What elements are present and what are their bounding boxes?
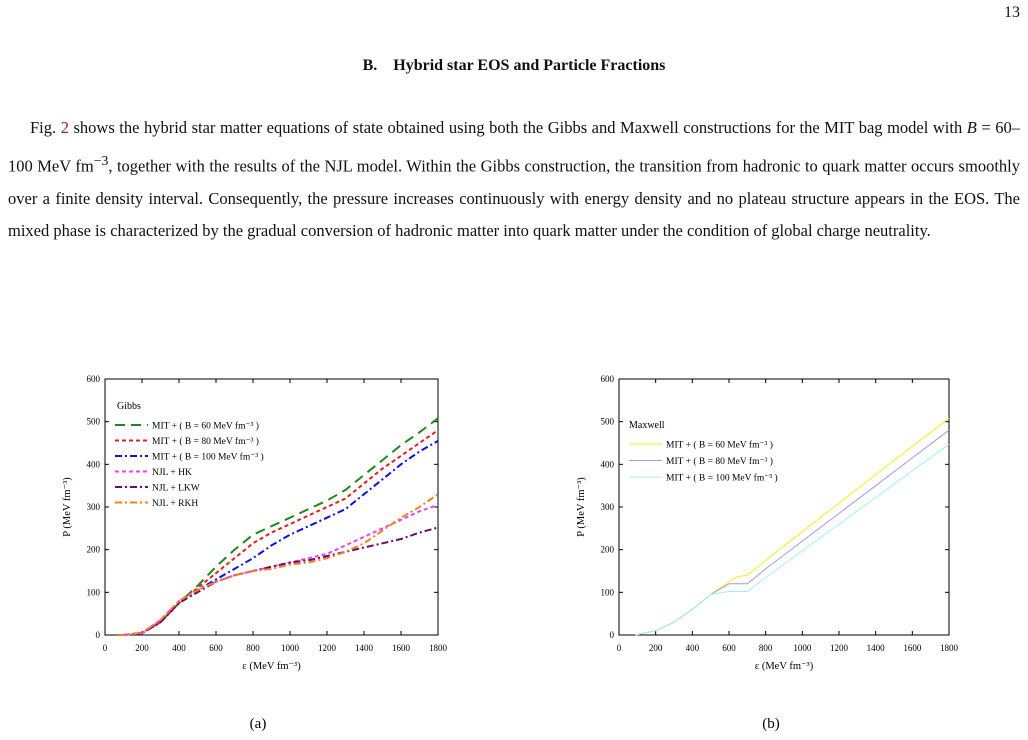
legend-label: MIT + ( B = 80 MeV fm⁻³ ) bbox=[152, 436, 259, 447]
y-tick-label: 0 bbox=[610, 630, 615, 640]
legend-title: Gibbs bbox=[117, 401, 141, 412]
series-line bbox=[118, 526, 439, 636]
x-tick-label: 600 bbox=[209, 643, 223, 653]
x-tick-label: 800 bbox=[759, 643, 773, 653]
x-tick-label: 600 bbox=[722, 643, 736, 653]
series-line bbox=[118, 417, 439, 636]
x-tick-label: 200 bbox=[135, 643, 149, 653]
text: Fig. bbox=[30, 118, 61, 137]
legend-label: MIT + ( B = 100 MeV fm⁻³ ) bbox=[666, 473, 778, 484]
x-tick-label: 800 bbox=[246, 643, 260, 653]
series-line bbox=[635, 417, 950, 636]
text: = 60–100 MeV fm bbox=[8, 118, 1020, 175]
y-tick-label: 0 bbox=[96, 630, 101, 640]
legend-label: MIT + ( B = 100 MeV fm⁻³ ) bbox=[152, 452, 264, 463]
plot-frame bbox=[618, 378, 950, 636]
x-tick-label: 0 bbox=[617, 643, 622, 653]
x-tick-label: 0 bbox=[103, 643, 108, 653]
x-tick-label: 1200 bbox=[318, 643, 337, 653]
page-number: 13 bbox=[1004, 4, 1020, 21]
x-axis-label: ε (MeV fm⁻³) bbox=[755, 661, 814, 672]
x-tick-label: 1800 bbox=[940, 643, 959, 653]
figure-caption: (b) bbox=[762, 716, 780, 732]
y-axis-label: P (MeV fm⁻³) bbox=[62, 477, 73, 537]
legend-label: MIT + ( B = 60 MeV fm⁻³ ) bbox=[152, 421, 259, 432]
y-tick-label: 400 bbox=[601, 459, 615, 469]
legend-label: NJL + LKW bbox=[152, 484, 200, 494]
legend-label: MIT + ( B = 60 MeV fm⁻³ ) bbox=[666, 440, 773, 451]
y-tick-label: 200 bbox=[601, 545, 615, 555]
series-line bbox=[118, 503, 439, 636]
x-tick-label: 1200 bbox=[830, 643, 849, 653]
section-title: B. Hybrid star EOS and Particle Fraction… bbox=[362, 57, 666, 74]
math: −3 bbox=[93, 152, 109, 168]
y-tick-label: 400 bbox=[87, 459, 101, 469]
y-tick-label: 500 bbox=[87, 417, 101, 427]
y-tick-label: 500 bbox=[601, 417, 615, 427]
y-tick-label: 300 bbox=[87, 502, 101, 512]
text: , together with the results of the NJL m… bbox=[8, 156, 1020, 240]
figure-link[interactable]: 2 bbox=[60, 118, 69, 137]
y-tick-label: 100 bbox=[601, 587, 615, 597]
y-tick-label: 600 bbox=[601, 374, 615, 384]
legend-label: NJL + HK bbox=[152, 468, 192, 478]
legend-title: Maxwell bbox=[629, 420, 665, 431]
y-tick-label: 600 bbox=[87, 374, 101, 384]
x-tick-label: 200 bbox=[649, 643, 663, 653]
x-tick-label: 1600 bbox=[903, 643, 922, 653]
x-tick-label: 1600 bbox=[392, 643, 411, 653]
y-tick-label: 200 bbox=[87, 545, 101, 555]
math: B bbox=[966, 118, 977, 137]
x-tick-label: 400 bbox=[686, 643, 700, 653]
paragraph: Fig. 2 shows the hybrid star matter equa… bbox=[8, 112, 1020, 248]
y-tick-label: 100 bbox=[87, 587, 101, 597]
figure-caption: (a) bbox=[250, 716, 267, 732]
x-tick-label: 1400 bbox=[867, 643, 886, 653]
legend-label: MIT + ( B = 80 MeV fm⁻³ ) bbox=[666, 456, 773, 467]
y-axis-label: P (MeV fm⁻³) bbox=[576, 477, 587, 537]
text: shows the hybrid star matter equations o… bbox=[68, 118, 967, 137]
x-axis-label: ε (MeV fm⁻³) bbox=[242, 661, 301, 672]
series-line bbox=[635, 443, 950, 636]
legend-label: NJL + RKH bbox=[152, 499, 198, 509]
x-tick-label: 1400 bbox=[355, 643, 374, 653]
x-tick-label: 1800 bbox=[429, 643, 448, 653]
x-tick-label: 1000 bbox=[281, 643, 300, 653]
x-tick-label: 400 bbox=[172, 643, 186, 653]
y-tick-label: 300 bbox=[601, 502, 615, 512]
series-line bbox=[118, 493, 439, 636]
x-tick-label: 1000 bbox=[793, 643, 812, 653]
